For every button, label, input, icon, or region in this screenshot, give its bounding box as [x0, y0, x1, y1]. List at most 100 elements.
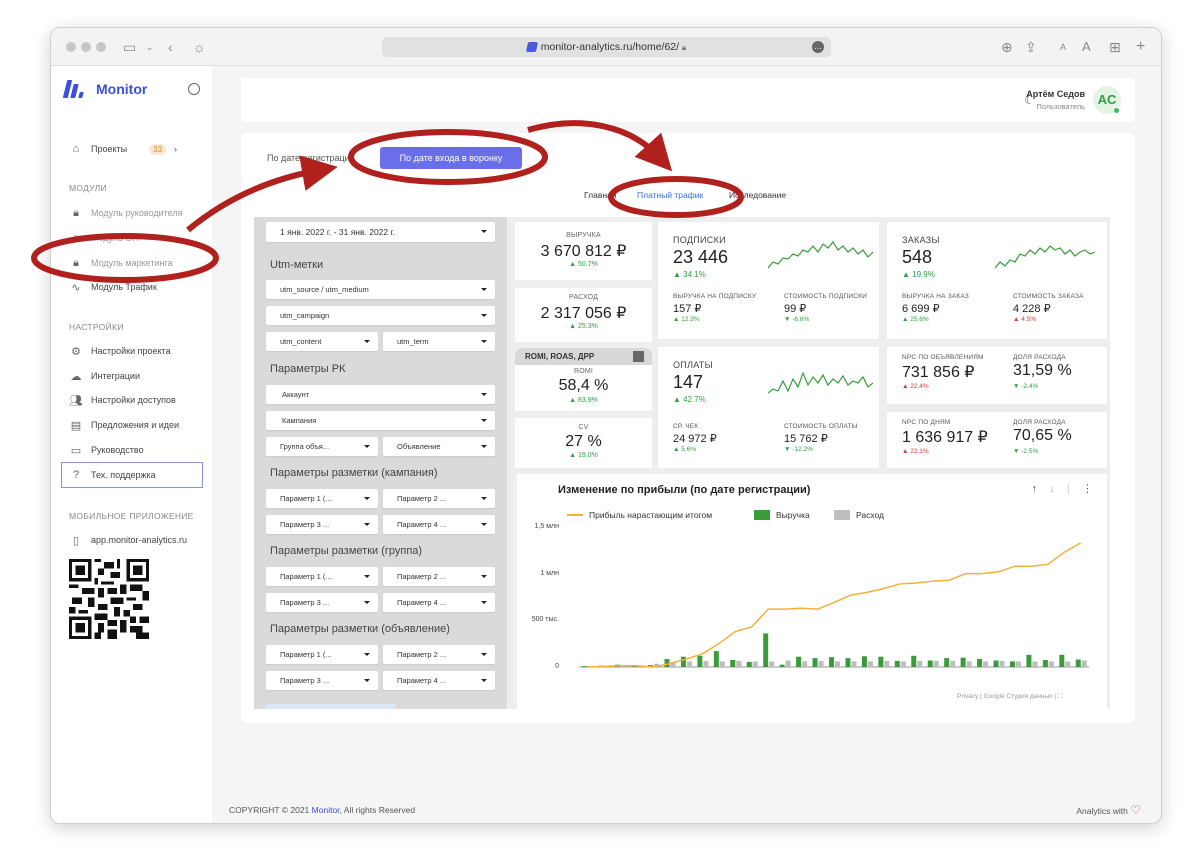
expense-bar[interactable]: [867, 661, 873, 667]
utm-content-select[interactable]: utm_content: [266, 332, 378, 351]
revenue-bar[interactable]: [1009, 661, 1015, 667]
ad-select[interactable]: Объявление: [383, 437, 495, 456]
expense-bar[interactable]: [950, 660, 956, 667]
expense-bar[interactable]: [752, 661, 758, 667]
expense-bar[interactable]: [884, 660, 890, 667]
tabs-overview-icon[interactable]: ⊞: [1109, 39, 1121, 55]
roi-block-toggle[interactable]: [633, 351, 644, 362]
more-icon[interactable]: …: [812, 41, 824, 53]
expense-bar[interactable]: [719, 661, 725, 667]
revenue-bar[interactable]: [1075, 659, 1081, 667]
expense-bar[interactable]: [835, 661, 840, 667]
group-param-1-select[interactable]: Параметр 1 (...: [266, 567, 378, 586]
download-icon[interactable]: ⊕: [1001, 39, 1013, 55]
revenue-bar[interactable]: [664, 659, 670, 667]
revenue-bar[interactable]: [680, 656, 686, 667]
apply-button-edge[interactable]: [266, 704, 396, 709]
revenue-bar[interactable]: [779, 664, 785, 667]
mobile-app-link[interactable]: ▯ app.monitor-analytics.ru: [69, 531, 187, 549]
expense-bar[interactable]: [818, 660, 824, 667]
sidebar-item-support[interactable]: ? Тех. поддержка: [69, 466, 156, 484]
brand[interactable]: Monitor: [62, 80, 147, 98]
sort-down-icon[interactable]: ↓: [1049, 483, 1055, 495]
brightness-icon[interactable]: ☼: [193, 39, 206, 55]
revenue-bar[interactable]: [911, 655, 917, 667]
zoom-window-button[interactable]: [96, 42, 106, 52]
tab-paid-traffic[interactable]: Платный трафик: [637, 190, 704, 200]
revenue-bar[interactable]: [582, 666, 588, 667]
expense-bar[interactable]: [917, 660, 923, 667]
sidebar-item-access[interactable]: 👥︎ Настройки доступов: [69, 391, 176, 409]
ad-param-2-select[interactable]: Параметр 2 ...: [383, 645, 495, 664]
expense-bar[interactable]: [900, 661, 906, 667]
expense-bar[interactable]: [1015, 661, 1021, 667]
campaign-param-3-select[interactable]: Параметр 3 ...: [266, 515, 378, 534]
revenue-bar[interactable]: [631, 665, 637, 667]
copyright-brand-link[interactable]: Monitor: [311, 805, 340, 815]
revenue-bar[interactable]: [713, 651, 719, 667]
expense-bar[interactable]: [933, 660, 939, 667]
expense-bar[interactable]: [983, 661, 989, 667]
segment-by-funnel-entry[interactable]: По дате входа в воронку: [380, 147, 522, 169]
expense-bar[interactable]: [785, 660, 791, 667]
address-bar[interactable]: monitor-analytics.ru/home/62/ 🔒︎ …: [382, 37, 831, 57]
tab-main[interactable]: Главная: [584, 190, 617, 200]
sidebar-item-module-traffic[interactable]: ∿ Модуль Трафик: [69, 278, 156, 296]
campaign-param-1-select[interactable]: Параметр 1 (...: [266, 489, 378, 508]
campaign-param-2-select[interactable]: Параметр 2 ...: [383, 489, 495, 508]
expense-bar[interactable]: [1065, 661, 1071, 667]
revenue-bar[interactable]: [763, 633, 769, 667]
expense-bar[interactable]: [802, 661, 808, 667]
sidebar-item-module-head[interactable]: 🔒︎ Модуль руководителя: [69, 204, 182, 222]
revenue-bar[interactable]: [977, 659, 983, 667]
studio-link[interactable]: Google Студия данных: [983, 693, 1053, 700]
expense-bar[interactable]: [769, 661, 775, 667]
revenue-bar[interactable]: [993, 660, 999, 667]
revenue-bar[interactable]: [960, 657, 966, 667]
share-icon[interactable]: ⇪: [1025, 39, 1037, 55]
privacy-link[interactable]: Privacy: [957, 693, 979, 700]
revenue-bar[interactable]: [746, 661, 752, 667]
ad-param-1-select[interactable]: Параметр 1 (...: [266, 645, 378, 664]
utm-source-medium-select[interactable]: utm_source / utm_medium: [266, 280, 495, 299]
font-larger-button[interactable]: A: [1082, 39, 1091, 54]
ad-param-3-select[interactable]: Параметр 3 ...: [266, 671, 378, 690]
revenue-bar[interactable]: [861, 656, 867, 667]
dark-mode-toggle-icon[interactable]: ☾: [1024, 93, 1035, 107]
expense-bar[interactable]: [686, 661, 692, 667]
font-smaller-button[interactable]: A: [1060, 42, 1067, 52]
sidebar-item-module-sales[interactable]: 🔒︎ Модуль ОП: [69, 229, 139, 247]
chevron-down-icon[interactable]: ⌄: [146, 42, 154, 52]
revenue-bar[interactable]: [1026, 654, 1032, 667]
expense-bar[interactable]: [1048, 661, 1054, 667]
settings-gear-icon[interactable]: [188, 83, 200, 95]
revenue-bar[interactable]: [944, 658, 950, 667]
expense-bar[interactable]: [851, 661, 857, 667]
utm-term-select[interactable]: utm_term: [383, 332, 495, 351]
group-param-3-select[interactable]: Параметр 3 ...: [266, 593, 378, 612]
revenue-bar[interactable]: [1042, 660, 1048, 667]
expense-bar[interactable]: [736, 660, 742, 667]
more-vertical-icon[interactable]: ⋮: [1082, 483, 1093, 495]
sidebar-item-projects[interactable]: ⌂ Проекты 33 ›: [69, 140, 177, 158]
sort-up-icon[interactable]: ↑: [1031, 483, 1037, 495]
campaign-param-4-select[interactable]: Параметр 4 ...: [383, 515, 495, 534]
date-range-select[interactable]: 1 янв. 2022 г. - 31 янв. 2022 г.: [266, 222, 495, 242]
account-select[interactable]: Аккаунт: [266, 385, 495, 404]
revenue-bar[interactable]: [829, 657, 834, 667]
sidebar-item-project-settings[interactable]: ⚙ Настройки проекта: [69, 342, 171, 360]
close-window-button[interactable]: [66, 42, 76, 52]
campaign-select[interactable]: Кампания: [266, 411, 495, 430]
back-icon[interactable]: ‹: [168, 39, 173, 55]
group-param-2-select[interactable]: Параметр 2 ...: [383, 567, 495, 586]
segment-by-registration[interactable]: По дате регистрации: [267, 153, 355, 163]
revenue-bar[interactable]: [927, 660, 933, 667]
sidebar-toggle-icon[interactable]: ▭: [123, 39, 137, 55]
revenue-bar[interactable]: [894, 660, 900, 667]
utm-campaign-select[interactable]: utm_campaign: [266, 306, 495, 325]
revenue-bar[interactable]: [845, 658, 851, 667]
ad-param-4-select[interactable]: Параметр 4 ...: [383, 671, 495, 690]
profit-cumulative-line[interactable]: [587, 542, 1082, 668]
expense-bar[interactable]: [703, 660, 709, 667]
expense-bar[interactable]: [999, 660, 1005, 667]
